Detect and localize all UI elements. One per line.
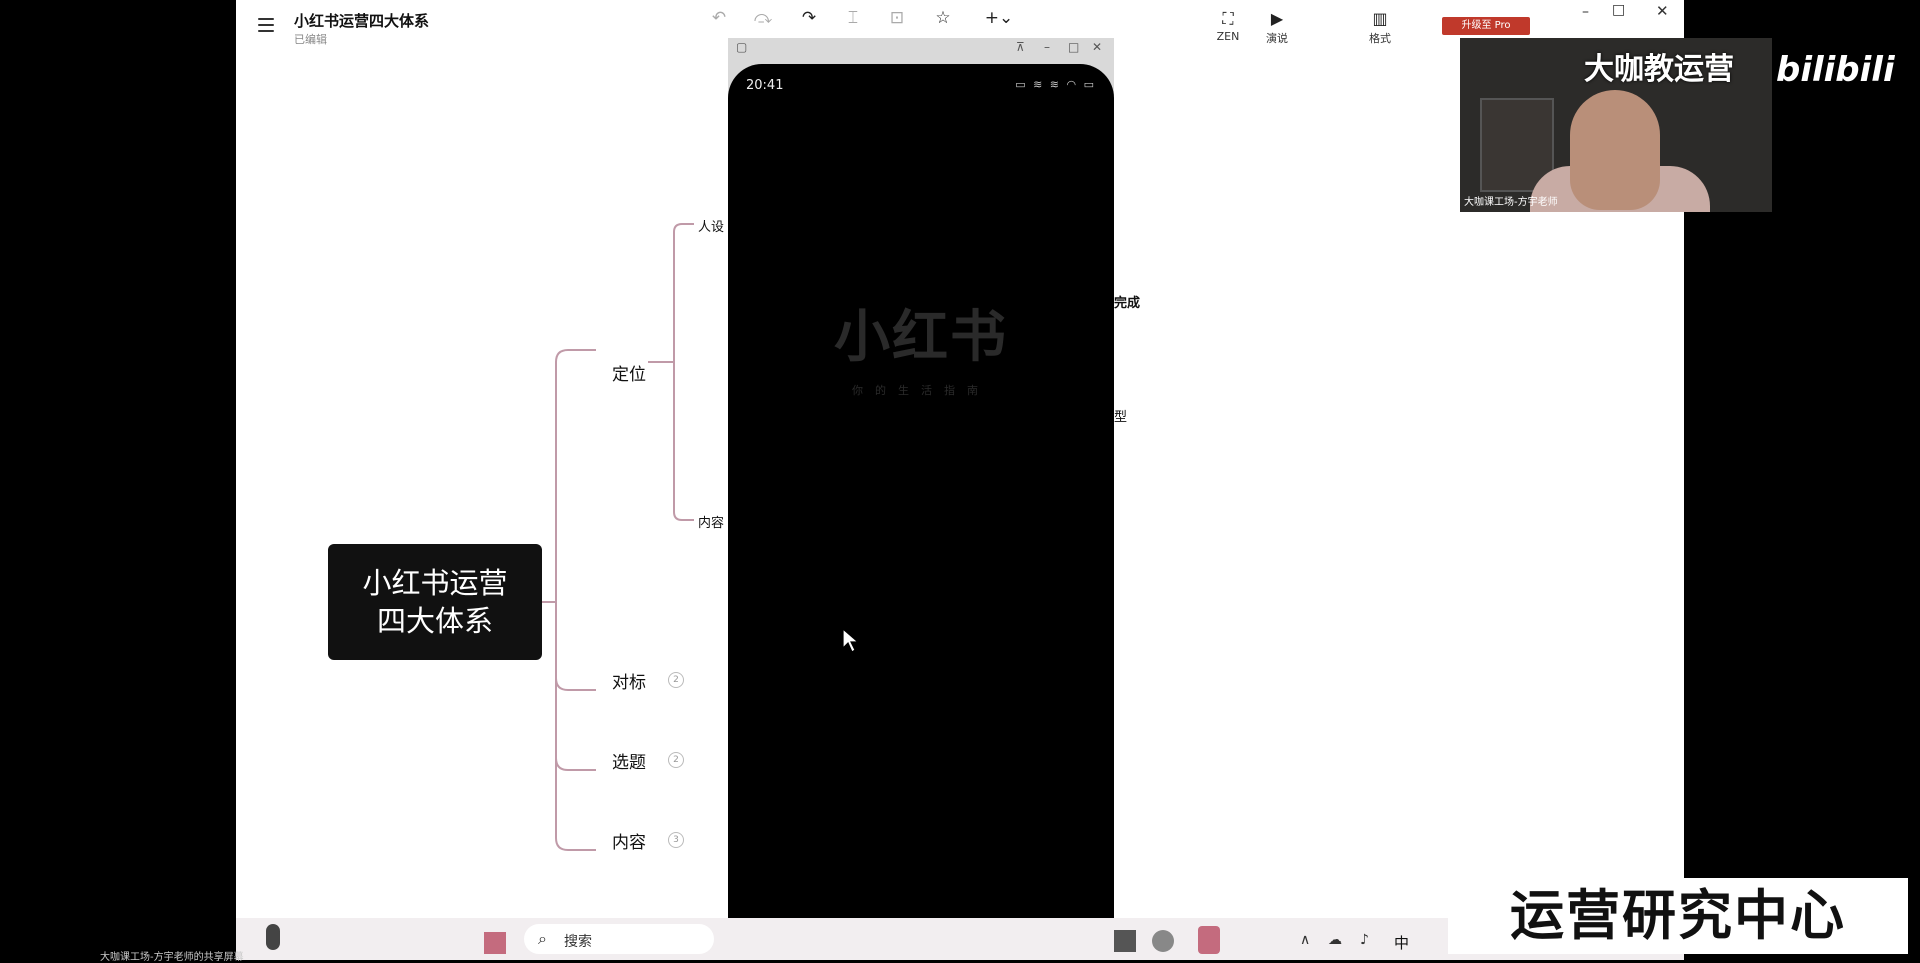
- webcam-overlay: 大咖课工场-方宇老师: [1460, 38, 1772, 212]
- close-icon[interactable]: ✕: [1092, 40, 1103, 54]
- hamburger-icon[interactable]: [258, 18, 274, 32]
- phone-window-header: ▢ ⊼ – □ ✕: [728, 38, 1114, 60]
- collapse-badge[interactable]: 2: [668, 672, 684, 688]
- bilibili-logo: bilibili: [1776, 50, 1895, 90]
- app-close-icon[interactable]: ✕: [1656, 2, 1669, 20]
- phone-screen[interactable]: 20:41 ▭ ≋ ≋ ◠ ▭ 小红书 你的生活指南: [728, 64, 1114, 956]
- phone-link-app-icon[interactable]: [1198, 926, 1220, 954]
- phone-clock: 20:41: [746, 78, 784, 93]
- start-menu-icon[interactable]: [484, 932, 506, 954]
- root-node-line1: 小红书运营: [362, 566, 508, 600]
- branch-topic[interactable]: 选题: [612, 753, 646, 773]
- app-splash-slogan: 你的生活指南: [852, 384, 990, 397]
- root-node-line2: 四大体系: [376, 604, 493, 638]
- app-maximize-icon[interactable]: □: [1612, 2, 1626, 18]
- screen-share-label: 大咖课工场-方宇老师的共享屏幕: [100, 952, 244, 963]
- plus-icon[interactable]: +⌄: [984, 8, 1014, 28]
- zen-mode-button[interactable]: ⛶ ZEN: [1206, 9, 1250, 44]
- watermark-banner: 运营研究中心: [1448, 878, 1908, 954]
- redo-icon[interactable]: ⤼: [753, 8, 773, 28]
- windows-taskbar: [236, 918, 1684, 960]
- collapse-badge[interactable]: 2: [668, 752, 684, 768]
- upgrade-pro-button[interactable]: 升级至 Pro: [1442, 17, 1530, 35]
- cloud-icon[interactable]: ☁: [1328, 932, 1342, 948]
- undo-icon[interactable]: ↶: [711, 8, 727, 28]
- layout-icon: ▥: [1372, 9, 1388, 28]
- input-method-indicator[interactable]: 中: [1394, 934, 1410, 952]
- background-shelf: [1480, 98, 1554, 192]
- insert-icon[interactable]: ⊡: [889, 8, 905, 28]
- root-node[interactable]: 小红书运营 四大体系: [328, 544, 542, 660]
- branch-content[interactable]: 内容: [612, 833, 646, 853]
- mindmap-canvas[interactable]: 小红书运营 四大体系 定位 人设 内容 对标 2 选题 2 内容 3 完成 型: [236, 52, 1684, 918]
- app-minimize-icon[interactable]: –: [1582, 4, 1589, 20]
- taskbar-widget-icon[interactable]: [266, 924, 280, 950]
- fullscreen-icon: ⛶: [1222, 9, 1234, 28]
- sub-node-persona[interactable]: 人设: [698, 220, 725, 235]
- hidden-node-fragment[interactable]: 完成: [1114, 296, 1141, 311]
- format-painter-icon[interactable]: ⌶: [847, 8, 859, 28]
- sub-node-content[interactable]: 内容: [698, 516, 725, 531]
- phone-status-icons: ▭ ≋ ≋ ◠ ▭: [1015, 78, 1096, 91]
- tray-chevron-icon[interactable]: ∧: [1300, 932, 1311, 948]
- taskbar-search-placeholder: 搜索: [564, 934, 592, 950]
- channel-title: 大咖教运营: [1584, 52, 1734, 87]
- play-icon: ▶: [1270, 9, 1284, 28]
- branch-benchmark[interactable]: 对标: [612, 673, 646, 693]
- phone-window-icon: ▢: [736, 40, 748, 54]
- maximize-icon[interactable]: □: [1068, 40, 1080, 54]
- branch-positioning[interactable]: 定位: [612, 365, 646, 385]
- star-icon[interactable]: ☆: [935, 8, 951, 28]
- pin-icon[interactable]: ⊼: [1016, 40, 1025, 54]
- taskbar-app-icon[interactable]: [1114, 930, 1136, 952]
- phone-mirror-window: ▢ ⊼ – □ ✕ 20:41 ▭ ≋ ≋ ◠ ▭ 小红书 你的生活指南: [728, 38, 1114, 960]
- document-title[interactable]: 小红书运营四大体系: [294, 12, 430, 30]
- present-button[interactable]: ▶ 演说: [1255, 10, 1299, 46]
- webcam-caption: 大咖课工场-方宇老师: [1464, 197, 1558, 208]
- app-splash-logo: 小红书: [834, 305, 1008, 370]
- mouse-cursor-icon: [842, 628, 860, 653]
- presenter-face: [1570, 90, 1660, 210]
- format-button[interactable]: ▥ 格式: [1358, 10, 1402, 46]
- taskbar-app-icon[interactable]: [1152, 930, 1174, 952]
- microphone-icon[interactable]: ♪: [1360, 932, 1369, 948]
- search-icon: ⌕: [538, 929, 547, 948]
- taskbar-search-box[interactable]: ⌕ 搜索: [524, 924, 714, 954]
- document-status: 已编辑: [294, 33, 327, 46]
- hidden-node-fragment[interactable]: 型: [1114, 410, 1128, 425]
- mindmap-connectors: [542, 223, 694, 851]
- collapse-badge[interactable]: 3: [668, 832, 684, 848]
- minimize-icon[interactable]: –: [1044, 40, 1050, 54]
- redo-arrow-icon[interactable]: ↷: [801, 8, 817, 28]
